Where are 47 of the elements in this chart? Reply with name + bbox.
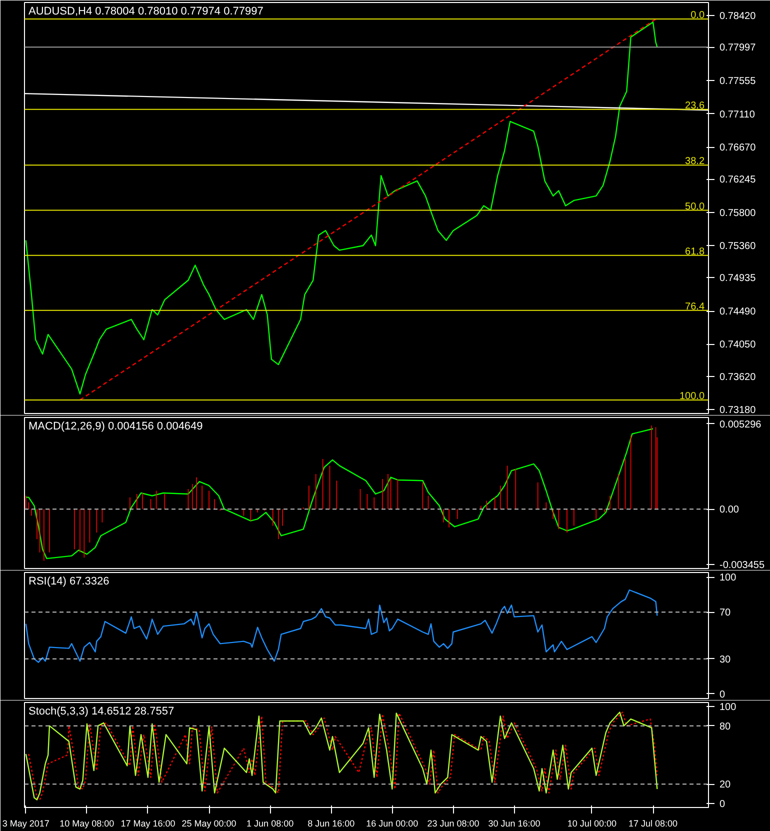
y-tick-label: 0.77110 [720, 109, 756, 120]
chart-title: RSI(14) 67.3326 [28, 576, 110, 588]
y-tick-label: 0.76245 [720, 174, 756, 186]
x-tick-label: 1 Jun 08:00 [246, 818, 294, 828]
y-tick-label: 0.75800 [720, 208, 756, 220]
chart-title: Stoch(5,3,3) 14.6512 28.7557 [28, 706, 174, 718]
x-tick-label: 30 Jun 16:00 [488, 818, 540, 828]
y-tick-label: 0.77997 [720, 42, 756, 54]
annotation: 61.8 [685, 246, 705, 258]
chart-title: AUDUSD,H4 0.78004 0.78010 0.77974 0.77997 [28, 6, 264, 18]
y-tick-label: 0.73180 [720, 405, 756, 416]
x-tick-label: 23 Jun 08:00 [427, 818, 480, 828]
y-tick-label: 70 [720, 608, 732, 619]
y-tick-label: 0 [720, 799, 726, 810]
y-tick-label: 30 [720, 654, 732, 666]
annotation: 0.0 [690, 10, 705, 22]
y-tick-label: 100 [720, 572, 737, 584]
x-tick-label: 3 May 2017 [2, 818, 50, 828]
annotation: 50.0 [685, 201, 705, 212]
y-tick-label: 0.76670 [720, 142, 756, 154]
annotation: 38.2 [685, 156, 705, 168]
x-tick-label: 17 Jul 08:00 [628, 818, 678, 828]
x-tick-label: 10 Jul 00:00 [567, 818, 616, 828]
x-tick-label: 17 May 16:00 [120, 818, 176, 828]
annotation: 100.0 [679, 390, 705, 402]
y-tick-label: 0 [720, 689, 726, 700]
y-tick-label: 0.73620 [720, 372, 756, 384]
annotation: 76.4 [685, 301, 705, 312]
x-tick-label: 8 Jun 16:00 [308, 818, 355, 828]
annotation: 23.6 [685, 100, 705, 112]
y-tick-label: 20 [720, 780, 732, 791]
y-tick-label: 0.74935 [720, 273, 756, 284]
y-tick-label: 100 [720, 702, 737, 713]
y-tick-label: 0.005296 [720, 419, 762, 430]
y-tick-label: 0.74050 [720, 340, 756, 351]
y-tick-label: 0.78420 [720, 10, 756, 22]
y-tick-label: 0.74490 [720, 306, 756, 318]
x-tick-label: 16 Jun 00:00 [366, 818, 418, 828]
x-tick-label: 10 May 08:00 [60, 818, 114, 828]
chart-title: MACD(12,26,9) 0.004156 0.004649 [28, 420, 203, 432]
y-tick-label: 0.00 [720, 504, 740, 516]
line-series [25, 589, 658, 663]
x-tick-label: 25 May 00:00 [182, 818, 236, 828]
y-tick-label: 0.75360 [720, 241, 756, 252]
y-tick-label: 80 [720, 721, 732, 732]
y-tick-label: -0.003455 [720, 560, 765, 572]
y-tick-label: 0.77555 [720, 76, 756, 87]
